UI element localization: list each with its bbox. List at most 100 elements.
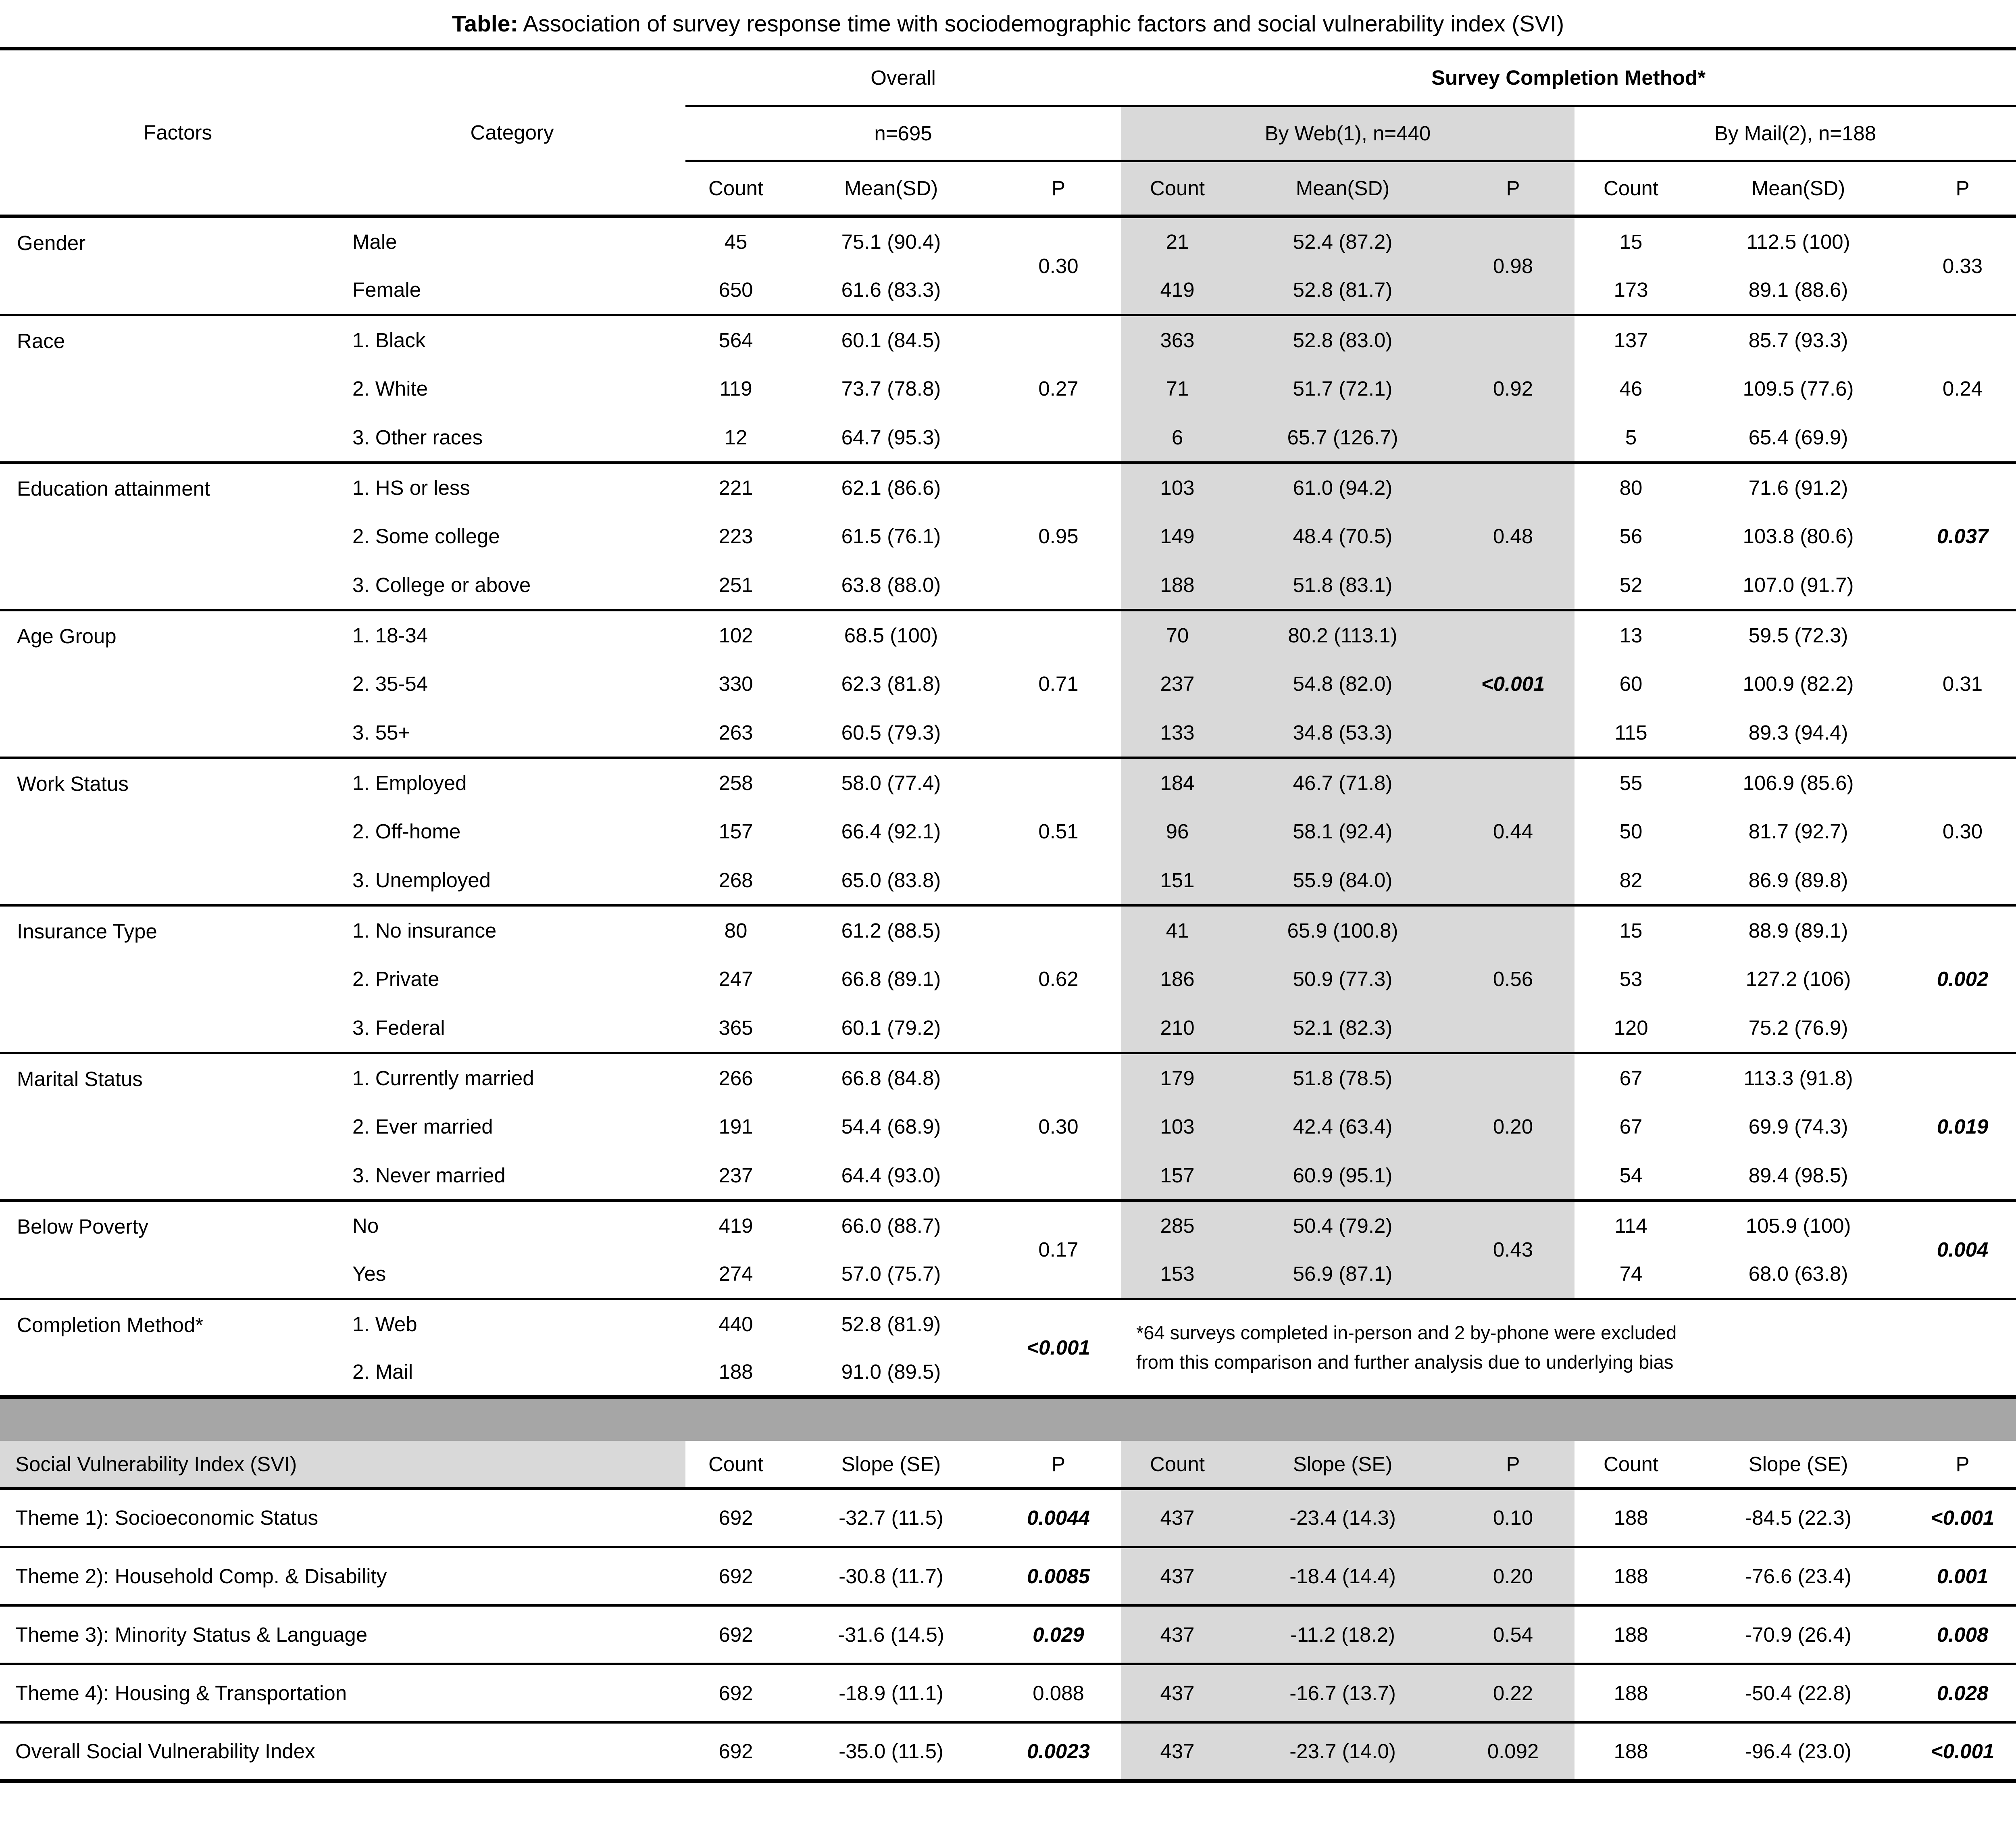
overall-mean-cell: 64.4 (93.0) (841, 1163, 941, 1187)
category-cell: 3. Unemployed (352, 868, 491, 892)
svi-rows: Theme 1): Socioeconomic Status 692 -32.7 (… (0, 1488, 2016, 1781)
overall-p-cell: 0.30 (1038, 1115, 1079, 1138)
svi-row-label: Theme 2): Household Comp. & Disability (15, 1565, 387, 1588)
table-row: Female 650 61.6 (83.3) 419 52.8 (81.7) 173 89.… (0, 265, 2016, 315)
svi-header-mail-count: Count (1574, 1441, 1688, 1490)
overall-mean-cell: 57.0 (75.7) (841, 1262, 941, 1285)
table-row: Work Status 1. Employed 258 58.0 (77.4) 0.51… (0, 757, 2016, 905)
mail-p-cell: 0.019 (1937, 1115, 1989, 1138)
category-cell: 3. College or above (352, 573, 531, 596)
header-web-mean-sd: Mean(SD) (1234, 160, 1452, 218)
overall-p-cell: 0.51 (1038, 820, 1079, 843)
web-count-cell: 41 (1121, 905, 1234, 955)
header-mail-n: By Mail(2), n=188 (1574, 106, 2016, 162)
mail-count-cell: 188 (1614, 1740, 1648, 1763)
title-label: Table: (452, 11, 518, 37)
web-mean-cell: 65.7 (126.7) (1234, 413, 1452, 463)
overall-count-cell: 237 (719, 1163, 753, 1187)
table-row: Below Poverty No 419 66.0 (88.7) 0.17 285 50.4… (0, 1200, 2016, 1299)
svi-row-label: Theme 1): Socioeconomic Status (15, 1506, 319, 1530)
mail-mean-cell: 86.9 (89.8) (1748, 868, 1848, 892)
overall-count-cell: 650 (719, 278, 753, 301)
mail-mean-cell: 75.2 (76.9) (1748, 1016, 1848, 1039)
overall-mean-cell: 63.8 (88.0) (841, 573, 941, 596)
mail-p-cell: 0.004 (1937, 1238, 1989, 1261)
overall-p-cell: 0.95 (1038, 525, 1079, 548)
table-row: 3. Never married 237 64.4 (93.0) 157 60.9 (9… (0, 1151, 2016, 1201)
overall-count-cell: 102 (719, 623, 753, 647)
mail-p-cell: 0.001 (1937, 1565, 1989, 1588)
web-mean-cell: 51.7 (72.1) (1234, 364, 1452, 413)
category-cell: 2. Private (352, 967, 439, 990)
header-overall-mean-sd: Mean(SD) (786, 160, 996, 218)
table-row: 3. 55+ 263 60.5 (79.3) 133 34.8 (53.3) 115 89.… (0, 708, 2016, 758)
mail-mean-cell: 68.0 (63.8) (1748, 1262, 1848, 1285)
mail-count-cell: 52 (1619, 573, 1643, 596)
web-mean-cell: 55.9 (84.0) (1234, 856, 1452, 905)
overall-count-cell: 564 (719, 328, 753, 352)
overall-mean-cell: 58.0 (77.4) (841, 771, 941, 794)
web-count-cell: 237 (1121, 659, 1234, 709)
web-count-cell: 103 (1121, 462, 1234, 512)
web-count-cell: 96 (1121, 807, 1234, 856)
svi-row: Theme 3): Minority Status & Language 692 -… (0, 1605, 2016, 1664)
factor-name: Gender (17, 231, 86, 254)
web-p-cell: 0.48 (1452, 462, 1575, 610)
overall-count-cell: 223 (719, 525, 753, 548)
table-row: 3. Unemployed 268 65.0 (83.8) 151 55.9 (84.0… (0, 856, 2016, 905)
mail-p-cell: 0.31 (1942, 672, 1983, 695)
web-mean-cell: 52.1 (82.3) (1234, 1003, 1452, 1053)
overall-slope-cell: -35.0 (11.5) (839, 1740, 943, 1763)
mail-mean-cell: 65.4 (69.9) (1748, 425, 1848, 449)
overall-count-cell: 440 (719, 1312, 753, 1336)
category-cell: 3. Other races (352, 425, 483, 449)
web-slope-cell: -18.4 (14.4) (1234, 1547, 1452, 1605)
overall-mean-cell: 64.7 (95.3) (841, 425, 941, 449)
overall-mean-cell: 66.4 (92.1) (841, 820, 941, 843)
web-count-cell: 419 (1121, 265, 1234, 315)
overall-mean-cell: 60.1 (84.5) (841, 328, 941, 352)
svi-row: Theme 4): Housing & Transportation 692 -18… (0, 1664, 2016, 1722)
mail-p-cell: 0.30 (1942, 820, 1983, 843)
overall-slope-cell: -18.9 (11.1) (839, 1682, 943, 1705)
web-mean-cell: 61.0 (94.2) (1234, 462, 1452, 512)
web-count-cell: 71 (1121, 364, 1234, 413)
web-count-cell: 186 (1121, 954, 1234, 1004)
factor-name: Work Status (17, 772, 129, 795)
web-mean-cell: 50.9 (77.3) (1234, 954, 1452, 1004)
category-cell: No (352, 1214, 379, 1237)
svi-table-figure: Table: Association of survey response ti… (0, 11, 2016, 1781)
overall-mean-cell: 75.1 (90.4) (841, 230, 941, 254)
header-web-n: By Web(1), n=440 (1121, 106, 1575, 162)
mail-mean-cell: 105.9 (100) (1745, 1214, 1851, 1237)
factor-name: Age Group (17, 624, 117, 648)
mail-count-cell: 114 (1614, 1214, 1647, 1237)
overall-mean-cell: 62.1 (86.6) (841, 476, 941, 499)
category-cell: 2. White (352, 377, 428, 400)
category-cell: 1. Web (352, 1312, 417, 1336)
factor-name: Below Poverty (17, 1215, 148, 1238)
overall-mean-cell: 60.1 (79.2) (841, 1016, 941, 1039)
overall-mean-cell: 73.7 (78.8) (841, 377, 941, 400)
overall-count-cell: 258 (719, 771, 753, 794)
web-mean-cell: 51.8 (83.1) (1234, 561, 1452, 610)
mail-mean-cell: 106.9 (85.6) (1743, 771, 1854, 794)
svi-row: Theme 2): Household Comp. & Disability 69… (0, 1547, 2016, 1605)
web-p-cell: 0.22 (1452, 1664, 1575, 1722)
category-cell: 2. 35-54 (352, 672, 428, 695)
web-count-cell: 179 (1121, 1053, 1234, 1102)
web-count-cell: 153 (1121, 1249, 1234, 1299)
table-row: Age Group 1. 18-34 102 68.5 (100) 0.71 70 80.2… (0, 610, 2016, 758)
table-row: 2. Mail 188 91.0 (89.5) (0, 1348, 2016, 1397)
web-p-cell: <0.001 (1452, 610, 1575, 758)
overall-p-cell: 0.71 (1038, 672, 1079, 695)
mail-count-cell: 120 (1614, 1016, 1648, 1039)
overall-mean-cell: 60.5 (79.3) (841, 721, 941, 744)
mail-mean-cell: 127.2 (106) (1745, 967, 1851, 990)
svi-header-mail-p: P (1909, 1441, 2016, 1490)
web-count-cell: 437 (1121, 1605, 1234, 1664)
web-p-cell: 0.10 (1452, 1488, 1575, 1547)
svi-header-web-p: P (1452, 1441, 1575, 1490)
factor-group: Age Group 1. 18-34 102 68.5 (100) 0.71 70 80.2… (0, 610, 2016, 758)
category-cell: 2. Mail (352, 1360, 413, 1383)
